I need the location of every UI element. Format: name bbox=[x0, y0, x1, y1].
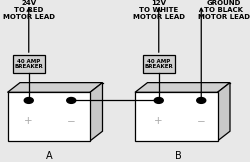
Circle shape bbox=[154, 98, 163, 103]
Text: +: + bbox=[24, 116, 33, 127]
Bar bbox=[142, 55, 175, 73]
Text: 40 AMP
BREAKER: 40 AMP BREAKER bbox=[144, 59, 173, 69]
Polygon shape bbox=[218, 83, 230, 141]
Bar bbox=[12, 55, 45, 73]
Polygon shape bbox=[8, 83, 102, 92]
Text: B: B bbox=[176, 151, 182, 161]
Polygon shape bbox=[90, 83, 102, 141]
Polygon shape bbox=[135, 83, 230, 92]
Text: A: A bbox=[46, 151, 52, 161]
Bar bbox=[8, 92, 90, 141]
Text: 40 AMP
BREAKER: 40 AMP BREAKER bbox=[14, 59, 43, 69]
Circle shape bbox=[67, 98, 76, 103]
Circle shape bbox=[197, 98, 206, 103]
Text: −: − bbox=[67, 116, 76, 127]
Text: GROUND
TO BLACK
MOTOR LEAD: GROUND TO BLACK MOTOR LEAD bbox=[198, 0, 250, 20]
Text: 24V
TO RED
MOTOR LEAD: 24V TO RED MOTOR LEAD bbox=[3, 0, 55, 20]
Circle shape bbox=[24, 98, 33, 103]
Text: 12V
TO WHITE
MOTOR LEAD: 12V TO WHITE MOTOR LEAD bbox=[133, 0, 185, 20]
Bar bbox=[135, 92, 218, 141]
Text: −: − bbox=[197, 116, 205, 127]
Text: +: + bbox=[154, 116, 163, 127]
